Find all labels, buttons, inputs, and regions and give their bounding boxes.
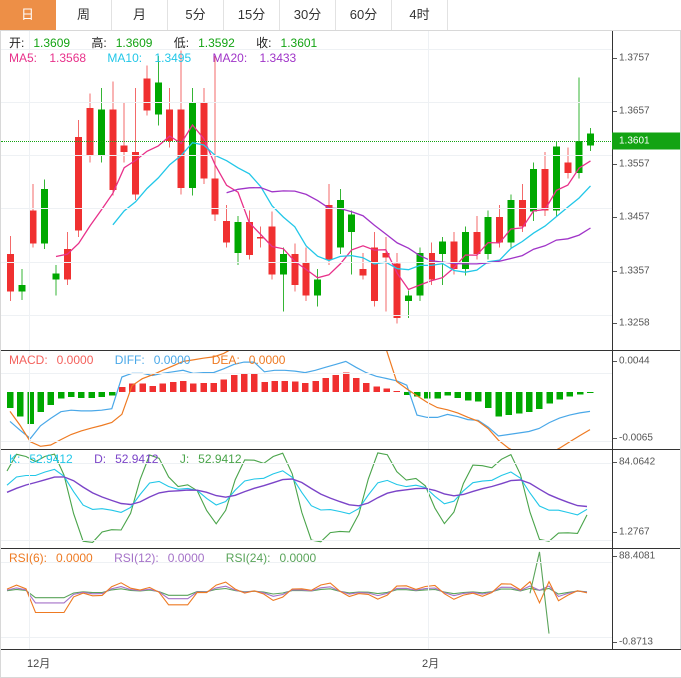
price-axis: 1.3757 1.3657 1.3557 1.3457 1.3357 1.3258 (612, 31, 680, 350)
current-price-tag: 1.3601 (612, 132, 680, 150)
kdj-axis: 84.0642 1.2767 (612, 450, 680, 548)
rsi-plot-area[interactable] (1, 549, 613, 649)
tab-bar-filler (448, 0, 681, 30)
tab-60min[interactable]: 60分 (336, 0, 392, 30)
tab-day[interactable]: 日 (0, 0, 56, 30)
chart-frame: 开: 1.3609 高: 1.3609 低: 1.3592 收: 1.3601 MA5:… (0, 31, 681, 678)
timeframe-tab-bar: 日 周 月 5分 15分 30分 60分 4时 (0, 0, 681, 31)
tab-month[interactable]: 月 (112, 0, 168, 30)
separator-macd-kdj (1, 449, 680, 450)
price-panel[interactable]: 开: 1.3609 高: 1.3609 低: 1.3592 收: 1.3601 MA5:… (1, 31, 680, 350)
tab-30min[interactable]: 30分 (280, 0, 336, 30)
separator-kdj-rsi (1, 548, 680, 549)
tab-15min[interactable]: 15分 (224, 0, 280, 30)
time-axis: 12月 2月 (1, 649, 681, 677)
kdj-panel[interactable]: K: 52.9412 D: 52.9412 J: 52.9412 84.0642 1.2… (1, 450, 680, 548)
kdj-plot-area[interactable] (1, 450, 613, 548)
price-plot-area[interactable] (1, 31, 613, 350)
macd-panel[interactable]: MACD: 0.0000 DIFF: 0.0000 DEA: 0.0000 0.004… (1, 351, 680, 449)
x-label-feb: 2月 (422, 658, 440, 670)
rsi-axis: 88.4081 -0.8713 (612, 549, 680, 649)
macd-plot-area[interactable] (1, 351, 613, 449)
rsi-panel[interactable]: RSI(6): 0.0000 RSI(12): 0.0000 RSI(24): 0.0… (1, 549, 680, 649)
macd-axis: 0.0044 -0.0065 (612, 351, 680, 449)
separator-price-macd (1, 350, 680, 351)
tab-4hour[interactable]: 4时 (392, 0, 448, 30)
tab-week[interactable]: 周 (56, 0, 112, 30)
current-price-line (1, 140, 613, 142)
tab-5min[interactable]: 5分 (168, 0, 224, 30)
x-label-dec: 12月 (27, 658, 51, 670)
